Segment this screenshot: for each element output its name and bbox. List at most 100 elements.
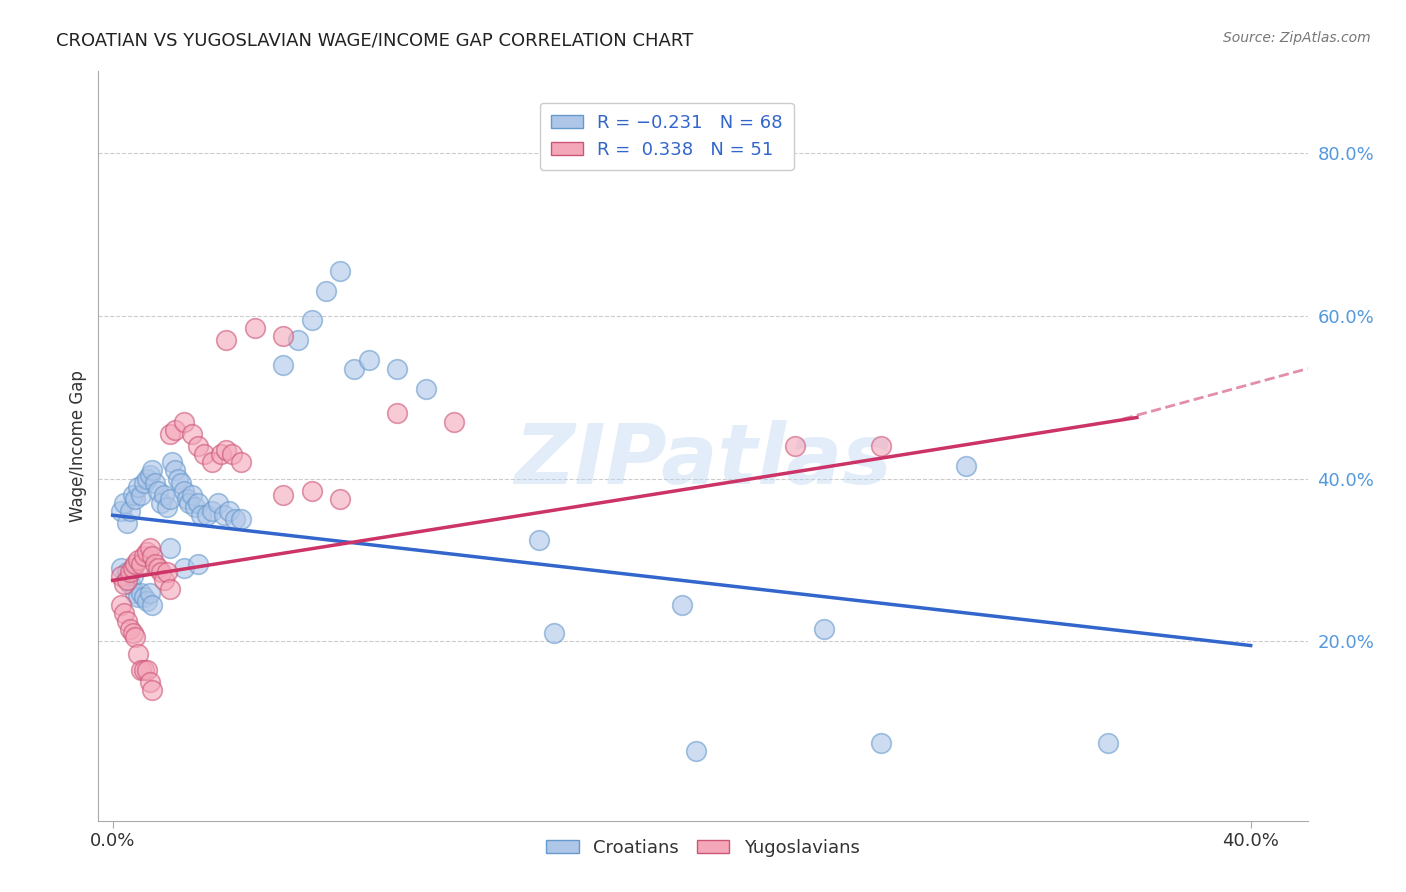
- Point: [315, 285, 337, 299]
- Point: [190, 508, 212, 523]
- Point: [121, 569, 143, 583]
- Point: [110, 504, 132, 518]
- Point: [141, 683, 163, 698]
- Point: [329, 264, 352, 278]
- Point: [143, 475, 166, 490]
- Point: [221, 447, 243, 461]
- Point: [273, 488, 295, 502]
- Point: [115, 614, 138, 628]
- Point: [179, 496, 201, 510]
- Point: [184, 500, 207, 514]
- Point: [146, 483, 169, 498]
- Point: [135, 472, 157, 486]
- Point: [143, 557, 166, 571]
- Point: [443, 415, 465, 429]
- Point: [201, 504, 224, 518]
- Point: [167, 472, 190, 486]
- Point: [869, 439, 891, 453]
- Point: [124, 491, 146, 506]
- Point: [132, 663, 155, 677]
- Point: [118, 504, 141, 518]
- Point: [187, 496, 209, 510]
- Point: [181, 426, 204, 441]
- Point: [141, 463, 163, 477]
- Point: [121, 626, 143, 640]
- Point: [159, 582, 181, 596]
- Point: [243, 321, 266, 335]
- Point: [124, 631, 146, 645]
- Point: [187, 557, 209, 571]
- Point: [181, 488, 204, 502]
- Point: [159, 491, 181, 506]
- Point: [785, 439, 807, 453]
- Point: [159, 426, 181, 441]
- Point: [153, 574, 176, 588]
- Point: [127, 480, 149, 494]
- Point: [115, 516, 138, 531]
- Point: [127, 647, 149, 661]
- Point: [201, 455, 224, 469]
- Point: [671, 598, 693, 612]
- Point: [129, 488, 152, 502]
- Point: [153, 488, 176, 502]
- Point: [118, 577, 141, 591]
- Point: [141, 549, 163, 563]
- Point: [156, 500, 179, 514]
- Point: [273, 329, 295, 343]
- Point: [138, 541, 160, 555]
- Point: [415, 382, 437, 396]
- Point: [121, 561, 143, 575]
- Point: [127, 590, 149, 604]
- Point: [112, 606, 135, 620]
- Point: [301, 312, 323, 326]
- Point: [110, 561, 132, 575]
- Point: [543, 626, 565, 640]
- Point: [193, 447, 215, 461]
- Point: [146, 561, 169, 575]
- Point: [118, 622, 141, 636]
- Point: [129, 557, 152, 571]
- Point: [955, 459, 977, 474]
- Point: [301, 483, 323, 498]
- Point: [150, 496, 173, 510]
- Point: [385, 361, 408, 376]
- Point: [215, 443, 238, 458]
- Point: [127, 553, 149, 567]
- Point: [121, 488, 143, 502]
- Point: [813, 622, 835, 636]
- Point: [132, 475, 155, 490]
- Point: [138, 467, 160, 482]
- Point: [329, 491, 352, 506]
- Point: [207, 496, 229, 510]
- Point: [132, 590, 155, 604]
- Point: [685, 744, 707, 758]
- Point: [115, 566, 138, 580]
- Point: [273, 358, 295, 372]
- Y-axis label: Wage/Income Gap: Wage/Income Gap: [69, 370, 87, 522]
- Point: [135, 663, 157, 677]
- Point: [170, 475, 193, 490]
- Point: [138, 675, 160, 690]
- Point: [124, 557, 146, 571]
- Point: [124, 585, 146, 599]
- Point: [159, 541, 181, 555]
- Point: [1097, 736, 1119, 750]
- Point: [150, 566, 173, 580]
- Point: [135, 545, 157, 559]
- Point: [869, 736, 891, 750]
- Point: [110, 598, 132, 612]
- Point: [209, 447, 232, 461]
- Point: [162, 455, 184, 469]
- Point: [112, 577, 135, 591]
- Point: [176, 491, 198, 506]
- Point: [343, 361, 366, 376]
- Point: [115, 574, 138, 588]
- Point: [156, 566, 179, 580]
- Point: [129, 663, 152, 677]
- Point: [187, 439, 209, 453]
- Point: [212, 508, 235, 523]
- Point: [165, 463, 187, 477]
- Point: [132, 549, 155, 563]
- Point: [287, 333, 309, 347]
- Point: [529, 533, 551, 547]
